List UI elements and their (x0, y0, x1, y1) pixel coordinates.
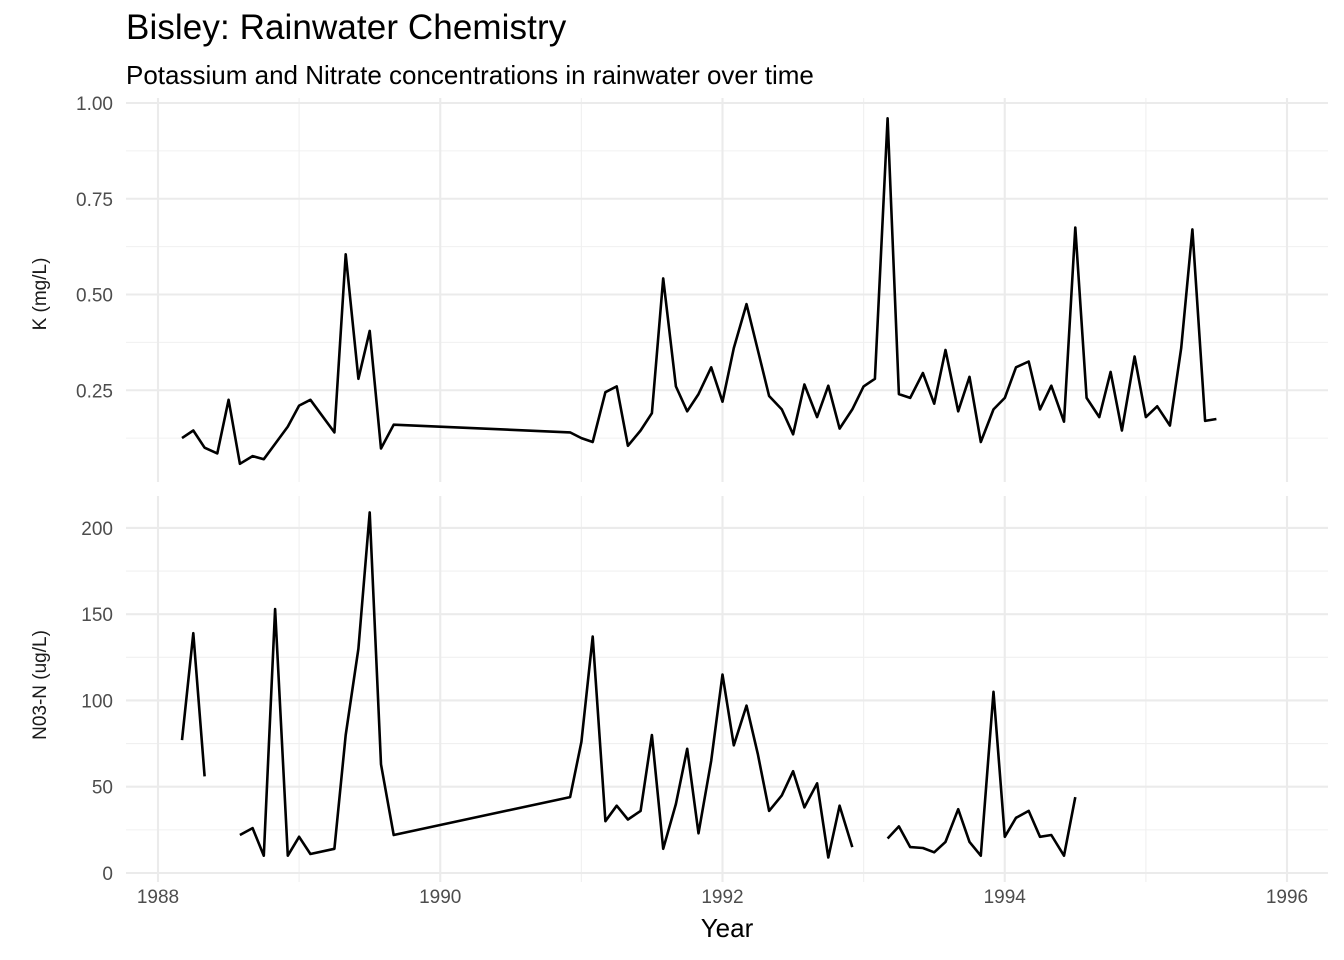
panel-nitrate: 0 50 100 150 200 (81, 496, 1328, 885)
y-tick-label-nitrate: 50 (92, 778, 113, 799)
y-tick-label-potassium: 0.75 (76, 190, 113, 211)
chart-subtitle: Potassium and Nitrate concentrations in … (126, 60, 814, 90)
x-tick-label: 1996 (1266, 887, 1308, 908)
y-tick-label-nitrate: 0 (102, 864, 113, 885)
panel-potassium: 0.25 0.50 0.75 1.00 (76, 94, 1328, 482)
series-line-potassium (181, 117, 1217, 466)
y-tick-label-potassium: 1.00 (76, 94, 113, 115)
x-axis: 1988 1990 1992 1994 1996 (137, 887, 1308, 908)
x-tick-label: 1994 (984, 887, 1027, 908)
y-axis-title-potassium: K (mg/L) (30, 258, 51, 331)
chart-title: Bisley: Rainwater Chemistry (126, 8, 567, 47)
x-axis-title: Year (701, 913, 754, 943)
x-tick-label: 1990 (419, 887, 461, 908)
y-tick-label-nitrate: 100 (81, 691, 113, 712)
series-line-nitrate-segment-3 (886, 690, 1077, 858)
y-tick-label-potassium: 0.25 (76, 381, 113, 402)
y-axis-title-nitrate: N03-N (ug/L) (30, 630, 51, 740)
x-tick-label: 1988 (137, 887, 179, 908)
y-tick-label-nitrate: 200 (81, 519, 113, 540)
x-tick-label: 1992 (701, 887, 743, 908)
y-tick-label-potassium: 0.50 (76, 286, 113, 307)
y-tick-label-nitrate: 150 (81, 605, 113, 626)
series-line-nitrate-segment-1 (180, 631, 206, 777)
series-line-nitrate-segment-2 (239, 511, 854, 859)
